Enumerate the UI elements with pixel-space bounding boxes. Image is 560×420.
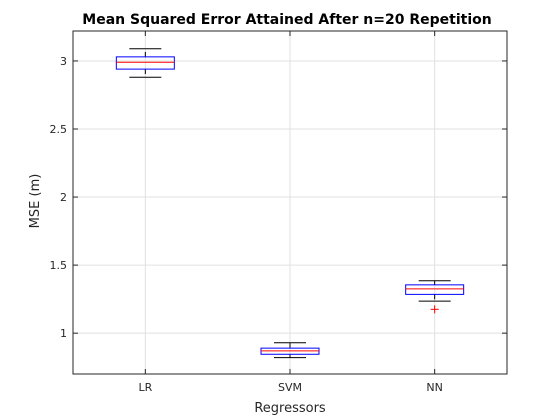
y-tick-label: 2 — [60, 191, 67, 204]
box-svm — [260, 342, 320, 359]
grid-lines — [73, 31, 507, 374]
y-tick-label: 1 — [60, 327, 67, 340]
chart-title: Mean Squared Error Attained After n=20 R… — [82, 12, 491, 28]
y-axis-ticks: 1 1.5 2 2.5 3 — [50, 55, 507, 340]
x-tick-label-lr: LR — [138, 381, 152, 394]
x-axis-label: Regressors — [254, 401, 326, 416]
x-tick-label-svm: SVM — [278, 381, 302, 394]
box-series — [115, 48, 465, 359]
box-lr — [115, 48, 175, 78]
y-tick-label: 1.5 — [50, 259, 68, 272]
interquartile-box — [115, 56, 175, 70]
x-tick-label-nn: NN — [426, 381, 442, 394]
y-tick-label: 3 — [60, 55, 67, 68]
outlier-marker — [430, 305, 439, 314]
box-nn — [405, 280, 465, 314]
y-axis-label: MSE (m) — [28, 174, 43, 229]
y-tick-label: 2.5 — [50, 123, 68, 136]
x-axis-ticks: LR SVM NN — [138, 31, 443, 394]
interquartile-box — [405, 284, 465, 295]
